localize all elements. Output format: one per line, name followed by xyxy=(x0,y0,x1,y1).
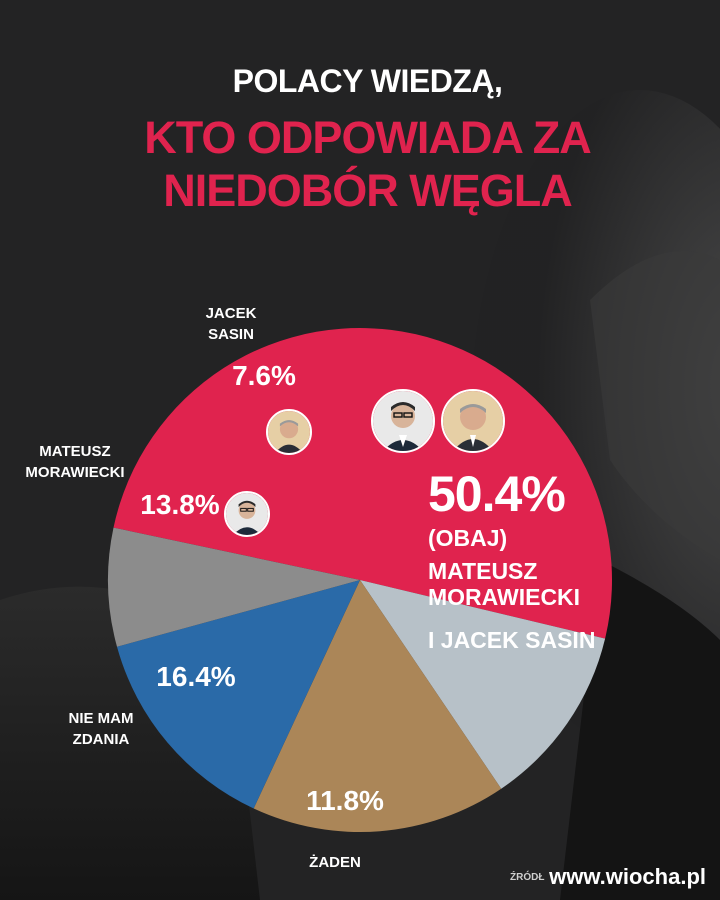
both-line-3: MORAWIECKI xyxy=(428,584,581,610)
label-no-opinion: NIE MAM ZDANIA xyxy=(56,708,146,750)
label-sasin-line1: JACEK xyxy=(205,305,257,322)
label-morawiecki-line1: MATEUSZ xyxy=(39,443,111,460)
slice-sasin-value-label: 7.6% xyxy=(232,360,296,391)
watermark: www.wiocha.pl xyxy=(549,864,706,889)
slice-nobody-value-label: 11.8% xyxy=(306,785,384,816)
sasin-small-avatar-icon xyxy=(266,409,312,455)
title-line-2a: KTO ODPOWIADA ZA xyxy=(144,112,591,163)
label-no-opinion-line2: ZDANIA xyxy=(72,731,130,748)
slice-sasin xyxy=(108,527,360,647)
title-line-1: POLACY WIEDZĄ, xyxy=(232,63,503,99)
both-percent: 50.4% xyxy=(428,466,566,522)
slice-no-opinion xyxy=(253,580,502,833)
both-line-1: (OBAJ) xyxy=(428,525,508,551)
slice-morawiecki xyxy=(117,580,360,809)
label-morawiecki: MATEUSZ MORAWIECKI xyxy=(20,441,130,483)
both-line-2: MATEUSZ xyxy=(428,558,538,584)
morawiecki-small-avatar-icon xyxy=(224,491,270,537)
label-sasin-line2: SASIN xyxy=(208,326,254,343)
title-line-2: KTO ODPOWIADA ZA NIEDOBÓR WĘGLA xyxy=(0,111,720,217)
label-morawiecki-line2: MORAWIECKI xyxy=(25,464,125,481)
title-line-2b: NIEDOBÓR WĘGLA xyxy=(163,165,573,216)
source-note: ŹRÓDŁ xyxy=(510,872,545,883)
slice-morawiecki-value-label: 13.8% xyxy=(140,489,219,520)
label-nobody: ŻADEN xyxy=(309,854,361,871)
label-sasin: JACEK SASIN xyxy=(196,303,266,345)
morawiecki-avatar-icon xyxy=(371,389,435,453)
slice-nobody xyxy=(360,580,606,789)
slice-no-opinion-value-label: 16.4% xyxy=(156,661,235,692)
label-no-opinion-line1: NIE MAM xyxy=(68,710,134,727)
both-line-4: I JACEK SASIN xyxy=(428,627,596,653)
sasin-avatar-icon xyxy=(441,389,505,453)
